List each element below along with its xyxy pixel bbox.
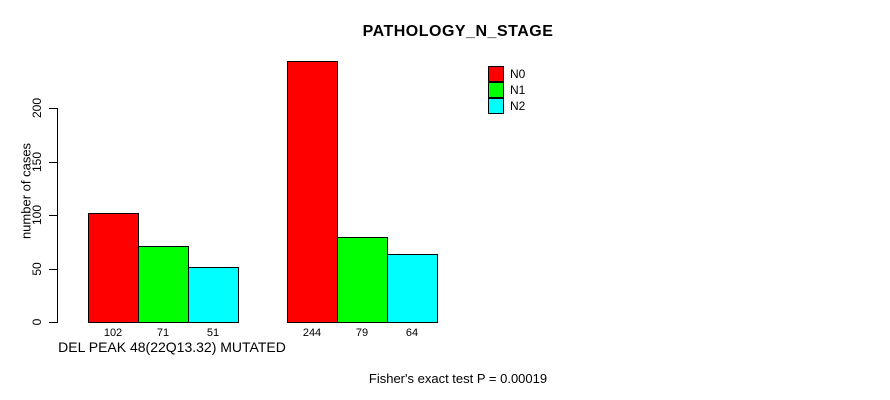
legend-label: N2: [510, 98, 526, 113]
bar-n0-group1: [88, 213, 139, 323]
legend-label: N1: [510, 82, 526, 97]
y-tick-mark: [49, 108, 57, 109]
legend-row-n1: N1: [488, 81, 526, 98]
bar-value-label: 71: [156, 327, 170, 339]
bar-value-label: 64: [405, 327, 419, 339]
y-axis-line: [57, 108, 58, 323]
legend-label: N0: [510, 66, 526, 81]
y-tick-mark: [49, 162, 57, 163]
bar-n1-group2: [337, 237, 388, 323]
legend-swatch-n0: [488, 65, 504, 82]
bar-value-label: 79: [355, 327, 369, 339]
bar-value-label: 51: [206, 327, 220, 339]
legend-row-n0: N0: [488, 65, 526, 82]
y-tick-label: 50: [30, 262, 44, 276]
bar-value-label: 102: [103, 327, 123, 339]
footnote-fisher-test: Fisher's exact test P = 0.00019: [368, 371, 548, 386]
legend-swatch-n2: [488, 97, 504, 114]
legend-row-n2: N2: [488, 97, 526, 114]
bar-n2-group2: [387, 254, 438, 323]
y-tick-label: 0: [30, 318, 44, 326]
bar-n0-group2: [287, 61, 338, 323]
y-tick-mark: [49, 215, 57, 216]
y-tick-label: 150: [30, 151, 44, 173]
bar-n1-group1: [138, 246, 189, 323]
y-tick-label: 200: [30, 97, 44, 119]
y-tick-label: 100: [30, 204, 44, 226]
chart-title: PATHOLOGY_N_STAGE: [362, 23, 554, 40]
legend: N0 N1 N2: [488, 65, 526, 114]
y-tick-mark: [49, 269, 57, 270]
legend-swatch-n1: [488, 81, 504, 98]
bar-n2-group1: [188, 267, 239, 323]
y-tick-mark: [49, 322, 57, 323]
x-axis-label: DEL PEAK 48(22Q13.32) MUTATED: [58, 339, 286, 355]
bar-value-label: 244: [302, 327, 322, 339]
